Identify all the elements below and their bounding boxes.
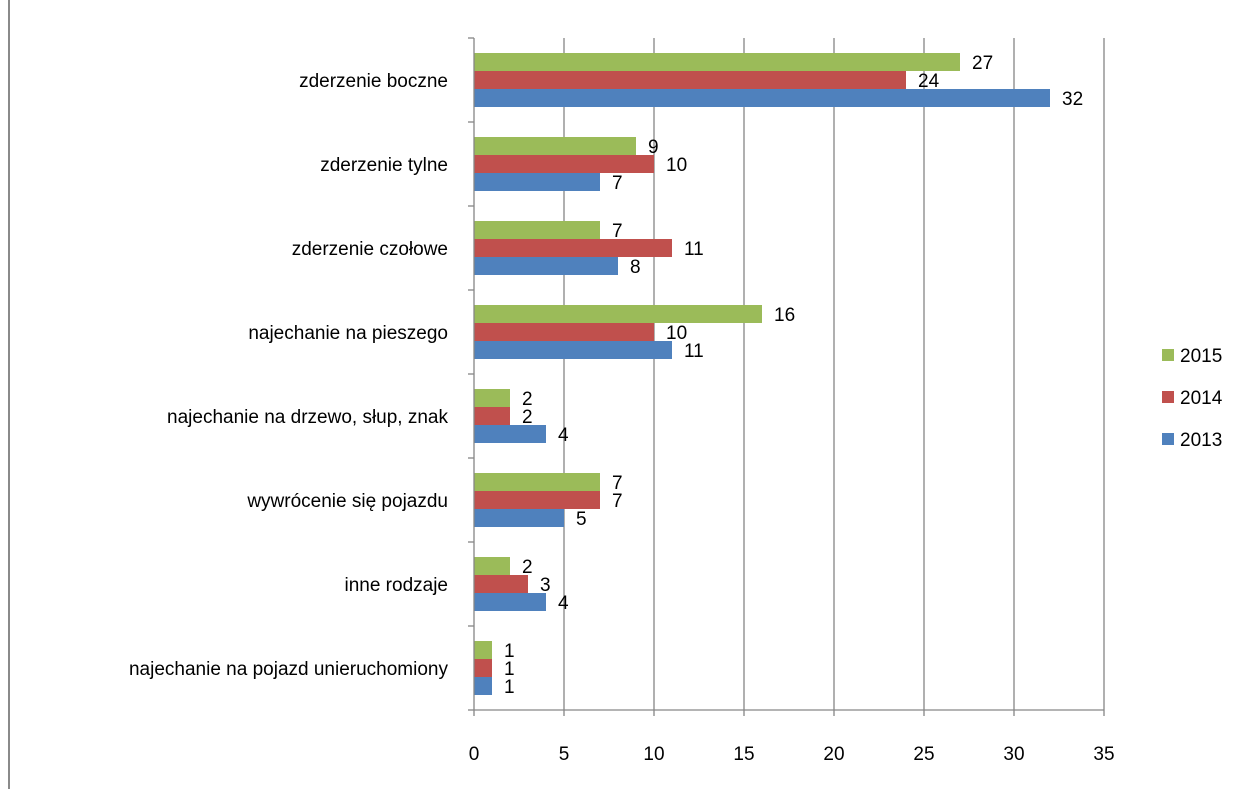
category-labels: zderzenie boczne zderzenie tylne zderzenie… — [129, 71, 449, 680]
data-label-2013-najechanie-na-pieszego: 11 — [684, 341, 704, 362]
data-label-2014-wywrocenie-sie-pojazdu: 7 — [612, 491, 623, 512]
axes — [468, 37, 1105, 716]
bar-2013-najechanie-na-pojazd-unieruchomiony — [474, 677, 492, 695]
data-label-2013-inne-rodzaje: 4 — [558, 593, 569, 614]
bar-2015-inne-rodzaje — [474, 557, 510, 575]
data-label-2013-zderzenie-boczne: 32 — [1062, 89, 1083, 110]
bar-2014-najechanie-na-pojazd-unieruchomiony — [474, 659, 492, 677]
data-label-2015-najechanie-na-drzewo-slup-znak: 2 — [522, 389, 533, 410]
bar-2014-wywrocenie-sie-pojazdu — [474, 491, 600, 509]
bar-2013-wywrocenie-sie-pojazdu — [474, 509, 564, 527]
legend-label-2014[interactable]: 2014 — [1180, 388, 1223, 409]
data-label-2014-zderzenie-boczne: 24 — [918, 71, 940, 92]
category-label-zderzenie-czolowe: zderzenie czołowe — [292, 239, 448, 260]
x-tick-labels: 0 5 10 15 20 25 30 35 — [469, 744, 1115, 765]
gridlines — [563, 38, 1105, 710]
bar-2014-zderzenie-czolowe — [474, 239, 672, 257]
legend-swatch-2014[interactable] — [1162, 391, 1174, 403]
x-tick-label-10: 10 — [643, 744, 664, 765]
data-label-2015-najechanie-na-pieszego: 16 — [774, 305, 795, 326]
category-label-najechanie-na-pieszego: najechanie na pieszego — [248, 323, 448, 344]
category-label-najechanie-na-pojazd-unieruchomiony: najechanie na pojazd unieruchomiony — [129, 659, 449, 680]
data-label-2015-inne-rodzaje: 2 — [522, 557, 533, 578]
data-label-2014-najechanie-na-pojazd-unieruchomiony: 1 — [504, 659, 515, 680]
bar-2013-zderzenie-tylne — [474, 173, 600, 191]
bar-2015-najechanie-na-pojazd-unieruchomiony — [474, 641, 492, 659]
bars — [474, 53, 1050, 695]
legend-label-2015[interactable]: 2015 — [1180, 346, 1222, 367]
data-label-2015-zderzenie-tylne: 9 — [648, 137, 659, 158]
bar-2015-wywrocenie-sie-pojazdu — [474, 473, 600, 491]
data-label-2013-najechanie-na-pojazd-unieruchomiony: 1 — [504, 677, 515, 698]
x-tick-label-5: 5 — [559, 744, 570, 765]
bar-2015-zderzenie-czolowe — [474, 221, 600, 239]
data-label-2014-najechanie-na-pieszego: 10 — [666, 323, 687, 344]
x-tick-label-0: 0 — [469, 744, 480, 765]
data-label-2013-wywrocenie-sie-pojazdu: 5 — [576, 509, 587, 530]
bar-2015-zderzenie-boczne — [474, 53, 960, 71]
category-label-wywrocenie-sie-pojazdu: wywrócenie się pojazdu — [246, 491, 448, 512]
bar-2014-inne-rodzaje — [474, 575, 528, 593]
legend[interactable]: 2015 2014 2013 — [1162, 346, 1223, 451]
legend-swatch-2013[interactable] — [1162, 433, 1174, 445]
bar-2013-inne-rodzaje — [474, 593, 546, 611]
category-label-zderzenie-tylne: zderzenie tylne — [320, 155, 448, 176]
bar-2015-najechanie-na-drzewo-slup-znak — [474, 389, 510, 407]
data-label-2014-inne-rodzaje: 3 — [540, 575, 551, 596]
category-label-inne-rodzaje: inne rodzaje — [344, 575, 448, 596]
legend-label-2013[interactable]: 2013 — [1180, 430, 1222, 451]
data-label-2013-zderzenie-tylne: 7 — [612, 173, 623, 194]
data-label-2015-najechanie-na-pojazd-unieruchomiony: 1 — [504, 641, 515, 662]
bar-2014-najechanie-na-drzewo-slup-znak — [474, 407, 510, 425]
data-label-2014-zderzenie-tylne: 10 — [666, 155, 687, 176]
x-tick-label-30: 30 — [1003, 744, 1024, 765]
bar-2014-zderzenie-tylne — [474, 155, 654, 173]
bar-2015-zderzenie-tylne — [474, 137, 636, 155]
data-label-2014-najechanie-na-drzewo-slup-znak: 2 — [522, 407, 533, 428]
x-tick-label-25: 25 — [913, 744, 934, 765]
data-label-2014-zderzenie-czolowe: 11 — [684, 239, 704, 260]
bar-2013-zderzenie-boczne — [474, 89, 1050, 107]
x-tick-label-35: 35 — [1093, 744, 1114, 765]
category-label-zderzenie-boczne: zderzenie boczne — [299, 71, 448, 92]
bar-2015-najechanie-na-pieszego — [474, 305, 762, 323]
legend-swatch-2015[interactable] — [1162, 349, 1174, 361]
category-label-najechanie-na-drzewo-slup-znak: najechanie na drzewo, słup, znak — [167, 407, 448, 428]
bar-2013-najechanie-na-drzewo-slup-znak — [474, 425, 546, 443]
bar-2014-zderzenie-boczne — [474, 71, 906, 89]
bar-2013-najechanie-na-pieszego — [474, 341, 672, 359]
data-label-2013-zderzenie-czolowe: 8 — [630, 257, 641, 278]
data-label-2013-najechanie-na-drzewo-slup-znak: 4 — [558, 425, 569, 446]
data-label-2015-zderzenie-czolowe: 7 — [612, 221, 623, 242]
x-tick-label-15: 15 — [733, 744, 754, 765]
x-tick-label-20: 20 — [823, 744, 844, 765]
data-label-2015-zderzenie-boczne: 27 — [972, 53, 993, 74]
bar-2013-zderzenie-czolowe — [474, 257, 618, 275]
bar-2014-najechanie-na-pieszego — [474, 323, 654, 341]
data-label-2015-wywrocenie-sie-pojazdu: 7 — [612, 473, 623, 494]
